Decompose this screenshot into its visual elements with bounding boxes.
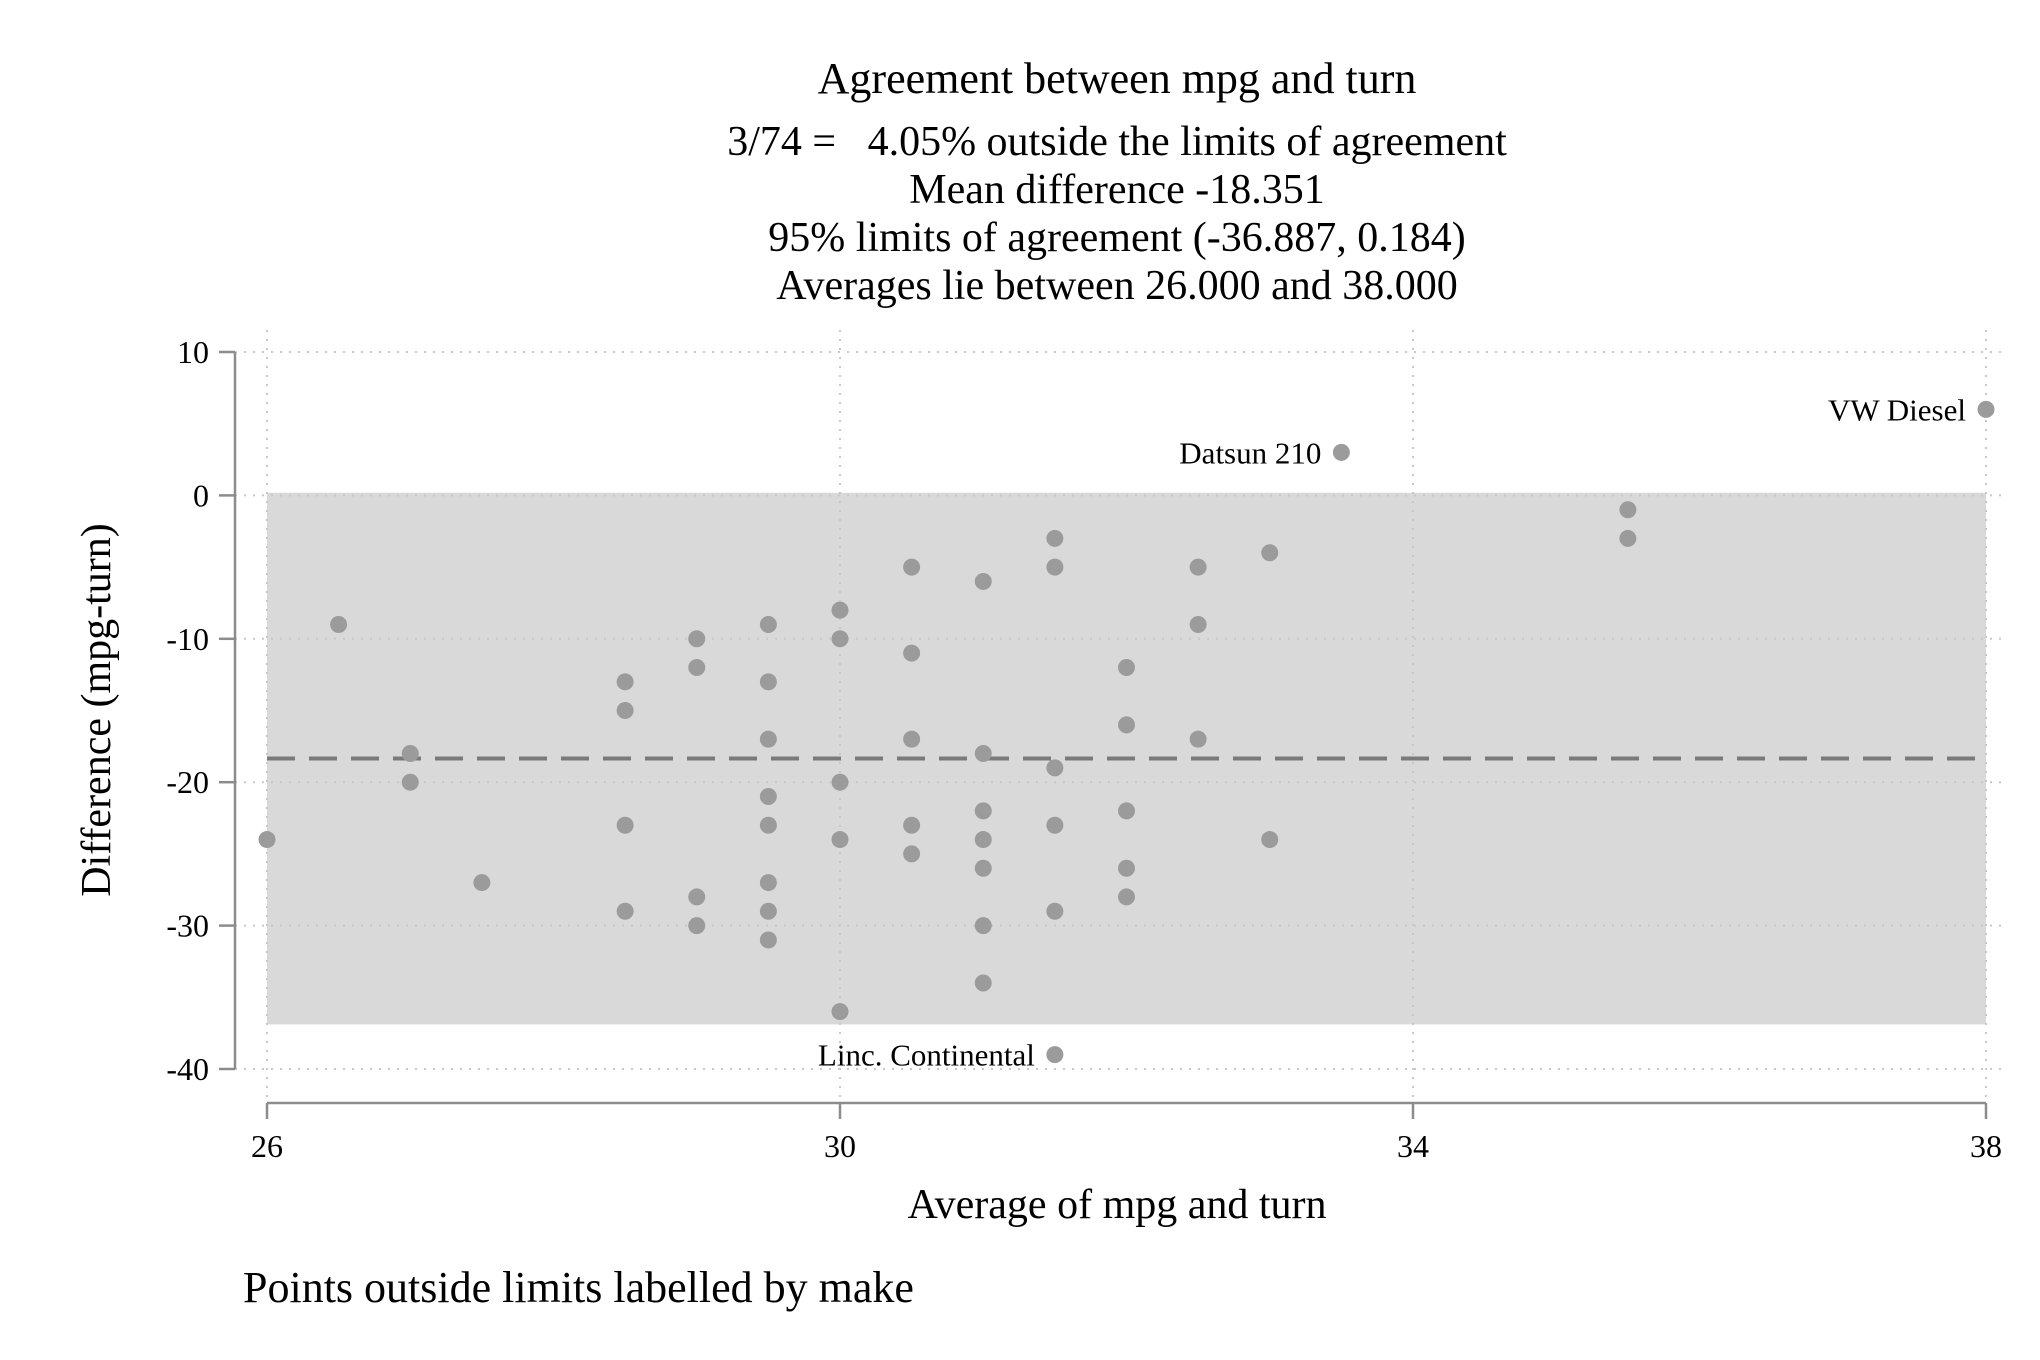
data-point-36 [974, 917, 992, 935]
data-point-1 [330, 615, 348, 633]
data-point-24 [831, 831, 849, 849]
data-point-31 [974, 572, 992, 590]
plot-area: 10 0 -10 -20 -30 -40 26 30 34 38 Linc. Continental… [166, 330, 2008, 1164]
data-point-16 [759, 788, 777, 806]
data-point-9 [688, 630, 706, 648]
data-point-35 [974, 859, 992, 877]
data-point-7 [616, 816, 634, 834]
data-point-20 [759, 931, 777, 949]
data-point-23 [831, 773, 849, 791]
data-point-57 [1977, 400, 1995, 418]
data-point-53 [1261, 831, 1279, 849]
data-point-3 [401, 773, 419, 791]
data-point-43 [1046, 1046, 1064, 1064]
data-point-11 [688, 888, 706, 906]
x-tick-label-1: 30 [824, 1128, 856, 1164]
data-point-38 [1046, 529, 1064, 547]
chart-title: Agreement between mpg and turn [818, 54, 1417, 103]
data-point-34 [974, 831, 992, 849]
data-point-28 [903, 730, 921, 748]
y-axis-label: Difference (mpg-turn) [74, 523, 120, 897]
data-point-45 [1118, 716, 1135, 734]
data-point-25 [831, 1003, 849, 1021]
data-point-4 [473, 874, 491, 892]
data-point-0 [258, 831, 276, 849]
data-point-52 [1261, 544, 1279, 562]
y-tick-label-4: -30 [166, 908, 209, 944]
data-point-18 [759, 874, 777, 892]
point-label-54: Datsun 210 [1179, 435, 1321, 470]
data-point-29 [903, 816, 921, 834]
y-tick-label-0: 10 [177, 334, 209, 370]
data-point-2 [401, 745, 419, 763]
subtitle-line-1: 3/74 = 4.05% outside the limits of agree… [727, 119, 1507, 165]
data-point-15 [759, 730, 777, 748]
data-point-12 [688, 917, 706, 935]
data-point-27 [903, 644, 921, 662]
data-point-39 [1046, 558, 1064, 576]
data-point-30 [903, 845, 921, 863]
y-tick-label-3: -20 [166, 764, 209, 800]
data-point-44 [1118, 658, 1135, 676]
chart-note: Points outside limits labelled by make [243, 1263, 914, 1312]
data-point-48 [1118, 888, 1135, 906]
data-point-51 [1189, 730, 1207, 748]
data-point-42 [1046, 902, 1064, 920]
data-point-26 [903, 558, 921, 576]
data-point-10 [688, 658, 706, 676]
data-point-41 [1046, 816, 1064, 834]
point-label-57: VW Diesel [1828, 392, 1966, 427]
y-tick-label-2: -10 [166, 621, 209, 657]
subtitle-line-3: 95% limits of agreement (-36.887, 0.184) [768, 215, 1466, 261]
x-tick-label-2: 34 [1397, 1128, 1429, 1164]
data-point-14 [759, 673, 777, 691]
data-point-56 [1619, 529, 1637, 547]
data-point-22 [831, 630, 849, 648]
point-label-43: Linc. Continental [818, 1038, 1035, 1073]
data-point-54 [1332, 443, 1350, 461]
data-point-17 [759, 816, 777, 834]
subtitle-line-4: Averages lie between 26.000 and 38.000 [776, 263, 1458, 309]
data-point-8 [616, 902, 634, 920]
data-point-50 [1189, 615, 1207, 633]
data-point-6 [616, 702, 634, 719]
subtitle-line-2: Mean difference -18.351 [909, 167, 1325, 213]
data-point-46 [1118, 802, 1135, 820]
x-tick-label-3: 38 [1970, 1128, 2002, 1164]
data-point-21 [831, 601, 849, 619]
data-point-37 [974, 974, 992, 992]
data-point-33 [974, 802, 992, 820]
data-point-32 [974, 745, 992, 763]
x-axis-label: Average of mpg and turn [907, 1182, 1326, 1228]
data-point-55 [1619, 501, 1637, 519]
y-tick-label-5: -40 [166, 1051, 209, 1087]
y-tick-label-1: 0 [193, 477, 209, 513]
data-point-47 [1118, 859, 1135, 877]
data-point-19 [759, 902, 777, 920]
data-point-13 [759, 615, 777, 633]
data-point-5 [616, 673, 634, 691]
data-point-40 [1046, 759, 1064, 777]
x-tick-label-0: 26 [251, 1128, 283, 1164]
data-point-49 [1189, 558, 1207, 576]
